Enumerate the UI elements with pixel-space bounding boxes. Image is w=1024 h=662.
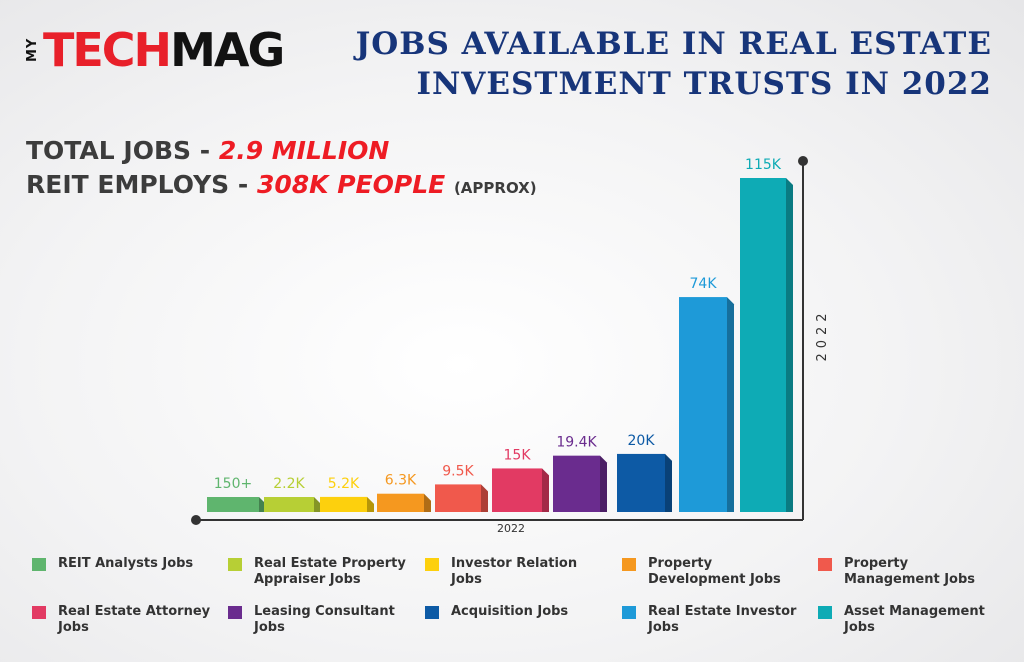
legend-label-4: Property Development Jobs [648, 556, 781, 587]
total-jobs-value: 2.9 MILLION [218, 136, 390, 165]
bar-6 [492, 468, 542, 512]
legend-item-10: Asset Management Jobs [818, 604, 998, 636]
logo-mag: MAG [170, 23, 285, 77]
data-label-3: 5.2K [328, 476, 360, 492]
bar-side-2 [314, 497, 321, 512]
bar-side-9 [727, 297, 734, 512]
data-label-7: 19.4K [556, 435, 597, 451]
x-axis-end-dot [191, 515, 201, 525]
legend-label-5: Property Management Jobs [844, 556, 976, 587]
legend-swatch-7 [228, 606, 242, 619]
legend-swatch-2 [228, 558, 242, 571]
legend-item-3: Investor Relation Jobs [425, 556, 605, 588]
bar-side-8 [665, 453, 672, 512]
legend-item-9: Real Estate Investor Jobs [622, 604, 802, 636]
legend-label-1: REIT Analysts Jobs [58, 556, 194, 571]
legend-label-6: Real Estate Attorney Jobs [58, 604, 211, 635]
legend-item-6: Real Estate Attorney Jobs [32, 604, 212, 636]
bar-3 [320, 496, 367, 512]
legend-swatch-5 [818, 558, 832, 571]
legend-swatch-6 [32, 606, 46, 619]
legend-item-1: REIT Analysts Jobs [32, 556, 212, 572]
reit-employs-value: 308K PEOPLE [256, 170, 446, 199]
reit-employs-line: REIT EMPLOYS - 308K PEOPLE (APPROX) [26, 168, 537, 205]
data-label-6: 15K [504, 447, 532, 463]
data-label-9: 74K [690, 276, 718, 292]
stats-block: TOTAL JOBS - 2.9 MILLION REIT EMPLOYS - … [26, 134, 537, 205]
data-label-1: 150+ [214, 476, 252, 492]
total-jobs-label: TOTAL JOBS - [26, 136, 219, 165]
legend-label-9: Real Estate Investor Jobs [648, 604, 797, 635]
data-label-8: 20K [628, 433, 656, 449]
reit-employs-note: (APPROX) [453, 179, 537, 197]
bar-side-5 [481, 484, 488, 512]
data-label-10: 115K [745, 157, 782, 173]
bar-2 [264, 497, 314, 512]
bar-9 [679, 297, 727, 512]
legend-label-7: Leasing Consultant Jobs [254, 604, 395, 635]
bar-side-10 [786, 178, 793, 512]
logo-tech: TECH [43, 23, 172, 77]
bar-side-7 [600, 455, 607, 512]
bar-1 [207, 497, 259, 512]
data-label-5: 9.5K [442, 463, 474, 479]
legend-swatch-10 [818, 606, 832, 619]
total-jobs-line: TOTAL JOBS - 2.9 MILLION [26, 134, 537, 168]
data-label-4: 6.3K [385, 473, 417, 489]
legend-swatch-1 [32, 558, 46, 571]
legend-item-7: Leasing Consultant Jobs [228, 604, 408, 636]
legend-label-10: Asset Management Jobs [844, 604, 985, 635]
legend-item-2: Real Estate Property Appraiser Jobs [228, 556, 408, 588]
legend-label-2: Real Estate Property Appraiser Jobs [254, 556, 406, 587]
x-axis-label: 2022 [497, 522, 525, 535]
legend-item-4: Property Development Jobs [622, 556, 802, 588]
bar-5 [435, 484, 481, 512]
bar-side-6 [542, 468, 549, 512]
y-axis-end-dot [798, 156, 808, 166]
legend-swatch-9 [622, 606, 636, 619]
legend-label-8: Acquisition Jobs [451, 604, 569, 619]
legend-label-3: Investor Relation Jobs [451, 556, 578, 587]
bar-8 [617, 453, 665, 512]
logo: MY TECH MAG [25, 23, 285, 77]
bar-10 [740, 178, 786, 512]
reit-employs-label: REIT EMPLOYS - [26, 170, 257, 199]
chart-title: JOBS AVAILABLE IN REAL ESTATE INVESTMENT… [355, 26, 992, 102]
legend-item-5: Property Management Jobs [818, 556, 998, 588]
legend-swatch-8 [425, 606, 439, 619]
data-label-2: 2.2K [273, 476, 305, 492]
legend-swatch-4 [622, 558, 636, 571]
legend-swatch-3 [425, 558, 439, 571]
bar-4 [377, 493, 424, 512]
bar-side-4 [424, 493, 431, 512]
y-axis-label: 2022 [815, 308, 830, 361]
bar-7 [553, 455, 600, 512]
bar-side-3 [367, 496, 374, 512]
legend-item-8: Acquisition Jobs [425, 604, 605, 620]
